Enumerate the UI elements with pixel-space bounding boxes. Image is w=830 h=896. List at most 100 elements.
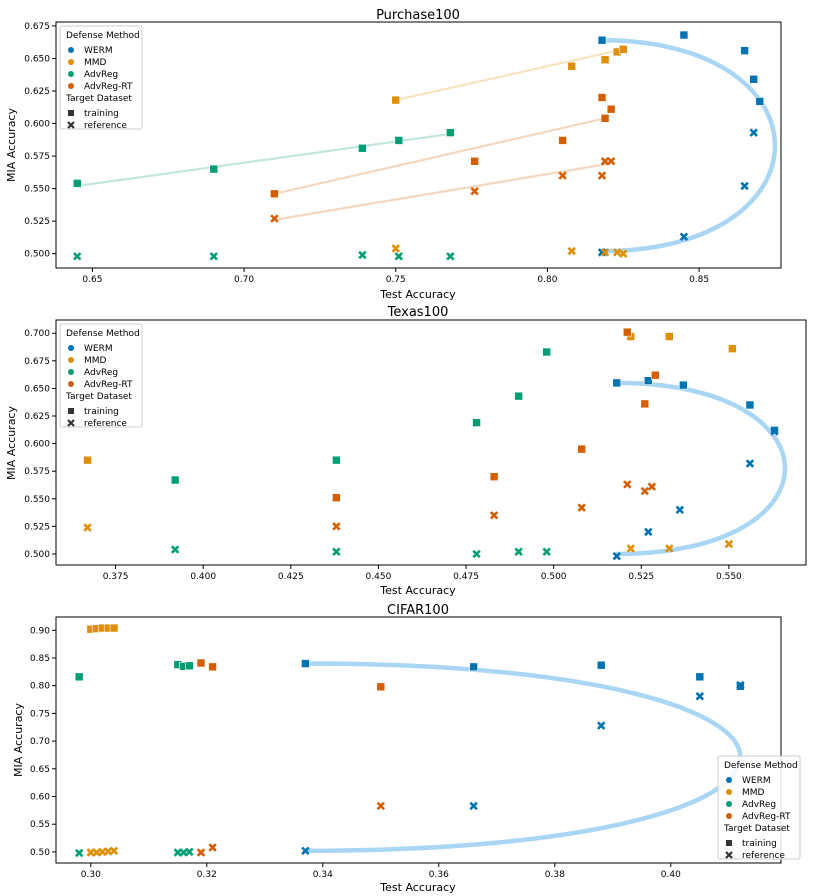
advreg-reference-point: [514, 547, 523, 556]
advreg-rt-training-point: [606, 104, 616, 114]
x-tick-label: 0.34: [313, 870, 333, 880]
werm-arc-path: [599, 37, 778, 254]
x-tick-label: 0.40: [661, 870, 681, 880]
mmd-training-point: [728, 344, 737, 353]
chart-purchase100: Purchase100 Test Accuracy MIA Accuracy 0…: [5, 8, 782, 301]
legend-box: [59, 25, 143, 130]
advreg-training-point: [332, 455, 341, 465]
y-tick-label: 0.75: [30, 709, 50, 719]
mmd-reference-point: [619, 249, 628, 258]
y-tick-label: 0.650: [24, 384, 50, 394]
legend-title-method: Defense Method: [724, 761, 798, 771]
y-tick-label: 0.525: [24, 522, 50, 532]
legend-advreg-rt-marker: [68, 381, 74, 387]
trend-line-advreg-rt: [274, 117, 606, 195]
werm-reference-point: [749, 128, 758, 137]
werm-training-point: [679, 380, 688, 390]
legend-reference-marker: [67, 121, 75, 129]
x-tick-label: 0.38: [545, 870, 565, 880]
x-tick-label: 0.32: [197, 870, 217, 880]
trend-line-mmd: [395, 48, 624, 102]
plot-area: [55, 616, 782, 864]
advreg-rt-reference-point: [558, 171, 567, 180]
advreg-rt-training-point: [558, 136, 567, 145]
legend-reference: reference: [742, 851, 785, 861]
werm-arc-path: [303, 661, 743, 854]
data-markers: [72, 30, 765, 261]
x-tick-label: 0.30: [81, 870, 101, 880]
legend-werm: WERM: [84, 46, 113, 56]
chart-title: Texas100: [387, 305, 449, 320]
axis-ticks: 0.375 0.400 0.425 0.450 0.475 0.500 0.525 0.550…: [24, 329, 742, 582]
x-tick-label: 0.85: [689, 275, 709, 285]
x-tick-label: 0.550: [716, 572, 742, 582]
x-tick-label: 0.70: [234, 275, 254, 285]
legend-reference-marker: [67, 419, 75, 427]
advreg-rt-training-point: [270, 189, 279, 199]
mmd-reference-point: [391, 244, 400, 253]
advreg-reference-point: [332, 547, 341, 556]
legend-mmd: MMD: [84, 356, 107, 366]
y-tick-label: 0.575: [24, 467, 50, 477]
mmd-reference-point: [626, 544, 635, 553]
y-tick-label: 0.525: [24, 217, 50, 227]
legend-advreg: AdvReg: [84, 368, 118, 378]
mmd-reference-point: [83, 523, 92, 532]
mmd-reference-point: [600, 248, 610, 257]
mmd-training-point: [109, 623, 119, 633]
mmd-training-point: [600, 55, 610, 65]
advreg-training-point: [394, 136, 404, 145]
advreg-training-point: [209, 164, 219, 174]
x-tick-label: 0.80: [537, 275, 557, 285]
advreg-rt-training-point: [622, 327, 632, 337]
legend-mmd-marker: [726, 789, 732, 795]
werm-training-point: [745, 400, 755, 410]
advreg-rt-training-point: [332, 493, 341, 502]
x-tick-label: 0.36: [429, 870, 449, 880]
mmd-training-point: [665, 332, 674, 341]
x-axis-label: Test Accuracy: [379, 584, 456, 597]
legend-advreg-marker: [68, 71, 74, 77]
werm-trend-arc: [599, 37, 778, 254]
x-tick-label: 0.65: [82, 275, 102, 285]
advreg-rt-training-point: [196, 658, 206, 668]
advreg-rt-reference-point: [647, 482, 657, 491]
werm-training-point: [643, 376, 653, 385]
advreg-reference-point: [170, 545, 180, 554]
y-tick-label: 0.550: [24, 495, 50, 505]
advreg-training-point: [72, 179, 82, 188]
legend-advreg-rt-marker: [726, 813, 732, 819]
x-tick-label: 0.475: [453, 572, 479, 582]
plot-area: [55, 319, 807, 566]
advreg-training-point: [358, 143, 367, 153]
legend-box: [59, 323, 143, 428]
mmd-training-point: [618, 45, 628, 54]
legend-training: training: [742, 839, 777, 849]
legend-mmd: MMD: [84, 58, 107, 68]
y-tick-label: 0.650: [24, 54, 50, 64]
legend: Defense Method WERM MMD AdvReg AdvReg-RT…: [717, 755, 801, 861]
advreg-rt-reference-point: [606, 157, 616, 166]
advreg-rt-reference-point: [376, 801, 386, 811]
advreg-rt-reference-point: [640, 486, 650, 496]
advreg-rt-reference-point: [489, 511, 499, 520]
werm-reference-point: [770, 427, 779, 436]
legend-advreg-marker: [68, 369, 74, 375]
y-tick-label: 0.600: [24, 440, 50, 450]
y-tick-label: 0.90: [30, 626, 50, 636]
chart-cifar100: CIFAR100 Test Accuracy MIA Accuracy 0.30…: [12, 603, 801, 894]
advreg-rt-reference-point: [270, 214, 279, 223]
y-tick-label: 0.50: [30, 848, 50, 858]
legend-advreg-rt: AdvReg-RT: [84, 82, 133, 92]
advreg-training-point: [185, 661, 194, 671]
y-tick-label: 0.70: [30, 737, 50, 747]
mmd-training-point: [391, 95, 401, 105]
werm-training-point: [755, 97, 765, 106]
y-tick-label: 0.55: [30, 820, 50, 830]
y-tick-label: 0.500: [24, 250, 50, 260]
advreg-reference-point: [209, 252, 218, 261]
legend-advreg-rt-marker: [68, 83, 74, 89]
y-axis-label: MIA Accuracy: [12, 703, 25, 777]
legend-werm: WERM: [84, 344, 113, 354]
